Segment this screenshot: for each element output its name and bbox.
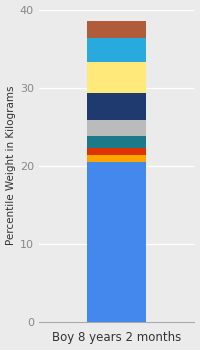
Bar — [87, 120, 146, 136]
Bar — [87, 162, 146, 322]
Y-axis label: Percentile Weight in Kilograms: Percentile Weight in Kilograms — [6, 86, 16, 245]
Bar — [87, 93, 146, 120]
Bar — [87, 136, 146, 148]
Bar — [87, 155, 146, 162]
Bar — [87, 38, 146, 62]
Bar — [87, 21, 146, 38]
Bar — [87, 62, 146, 93]
Bar — [87, 148, 146, 155]
